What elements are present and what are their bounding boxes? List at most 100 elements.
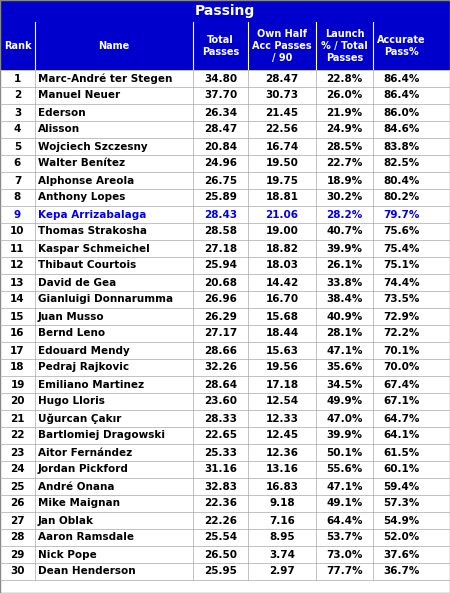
Bar [0,155,450,172]
Bar [0,121,450,138]
Bar [0,512,450,529]
Text: Dean Henderson: Dean Henderson [38,566,135,576]
Text: Thomas Strakosha: Thomas Strakosha [38,227,147,237]
Text: 19.50: 19.50 [266,158,298,168]
Text: 55.6%: 55.6% [326,464,363,474]
Text: 2.97: 2.97 [269,566,295,576]
Text: Alphonse Areola: Alphonse Areola [38,176,134,186]
Text: 26.50: 26.50 [204,550,237,560]
Text: 28.1%: 28.1% [326,329,363,339]
Text: 35.6%: 35.6% [326,362,363,372]
Bar [0,172,450,189]
Text: 36.7%: 36.7% [383,566,420,576]
Text: 30: 30 [10,566,25,576]
Text: 29: 29 [10,550,25,560]
Text: Pedraj Rajkovic: Pedraj Rajkovic [38,362,129,372]
Bar [0,359,450,376]
Text: 28.58: 28.58 [204,227,237,237]
Text: 24.96: 24.96 [204,158,237,168]
Text: 26.29: 26.29 [204,311,237,321]
Text: Alisson: Alisson [38,125,80,135]
Text: 80.2%: 80.2% [383,193,419,202]
Text: 79.7%: 79.7% [383,209,420,219]
Text: 22.65: 22.65 [204,431,237,441]
Text: Jordan Pickford: Jordan Pickford [38,464,129,474]
Text: 59.4%: 59.4% [383,482,419,492]
Text: 67.1%: 67.1% [383,397,420,406]
Text: 26.0%: 26.0% [326,91,363,100]
Text: 64.4%: 64.4% [326,515,363,525]
Text: 31.16: 31.16 [204,464,237,474]
Text: 3.74: 3.74 [269,550,295,560]
Text: 40.9%: 40.9% [326,311,363,321]
Text: Wojciech Szczesny: Wojciech Szczesny [38,142,148,151]
Text: 9: 9 [14,209,21,219]
Text: 16.74: 16.74 [266,142,299,151]
Text: 15.68: 15.68 [266,311,298,321]
Text: 3: 3 [14,107,21,117]
Text: 5: 5 [14,142,21,151]
Text: 7: 7 [14,176,21,186]
Text: 26.1%: 26.1% [326,260,363,270]
Text: 39.9%: 39.9% [327,431,363,441]
Text: Rank: Rank [4,41,32,51]
Text: 9.18: 9.18 [269,499,295,509]
Text: 28.5%: 28.5% [326,142,363,151]
Text: 37.70: 37.70 [204,91,237,100]
Text: 75.6%: 75.6% [383,227,420,237]
Text: 70.0%: 70.0% [383,362,420,372]
Bar [0,529,450,546]
Text: 70.1%: 70.1% [383,346,420,355]
Text: Bernd Leno: Bernd Leno [38,329,105,339]
Text: 14.42: 14.42 [266,278,299,288]
Text: 18: 18 [10,362,25,372]
Bar [0,427,450,444]
Text: David de Gea: David de Gea [38,278,116,288]
Text: 18.03: 18.03 [266,260,298,270]
Text: 27.17: 27.17 [204,329,237,339]
Text: 52.0%: 52.0% [383,533,419,543]
Text: 54.9%: 54.9% [383,515,419,525]
Text: 17.18: 17.18 [266,380,298,390]
Text: 22.36: 22.36 [204,499,237,509]
Text: 22: 22 [10,431,25,441]
Text: 40.7%: 40.7% [326,227,363,237]
Text: Mike Maignan: Mike Maignan [38,499,120,509]
Text: Bartlomiej Dragowski: Bartlomiej Dragowski [38,431,165,441]
Text: 32.83: 32.83 [204,482,237,492]
Text: 30.73: 30.73 [266,91,298,100]
Text: 86.0%: 86.0% [383,107,419,117]
Text: 64.7%: 64.7% [383,413,420,423]
Text: 33.8%: 33.8% [326,278,363,288]
Bar [0,240,450,257]
Text: 11: 11 [10,244,25,253]
Text: 30.2%: 30.2% [326,193,363,202]
Text: 25: 25 [10,482,25,492]
Text: 26.96: 26.96 [204,295,237,304]
Text: 14: 14 [10,295,25,304]
Text: 25.33: 25.33 [204,448,237,458]
Bar [0,138,450,155]
Bar [0,223,450,240]
Bar [0,274,450,291]
Text: 77.7%: 77.7% [326,566,363,576]
Bar [0,461,450,478]
Text: 8: 8 [14,193,21,202]
Text: 86.4%: 86.4% [383,91,420,100]
Text: 74.4%: 74.4% [383,278,420,288]
Text: 25.94: 25.94 [204,260,237,270]
Text: Juan Musso: Juan Musso [38,311,104,321]
Text: 23.60: 23.60 [204,397,237,406]
Bar [0,444,450,461]
Text: 28: 28 [10,533,25,543]
Bar [0,22,450,70]
Text: 12.45: 12.45 [266,431,298,441]
Bar [0,189,450,206]
Text: 84.6%: 84.6% [383,125,420,135]
Text: 75.1%: 75.1% [383,260,420,270]
Text: 49.1%: 49.1% [326,499,363,509]
Text: Emiliano Martinez: Emiliano Martinez [38,380,144,390]
Text: Aaron Ramsdale: Aaron Ramsdale [38,533,134,543]
Text: 15.63: 15.63 [266,346,298,355]
Text: 20.68: 20.68 [204,278,237,288]
